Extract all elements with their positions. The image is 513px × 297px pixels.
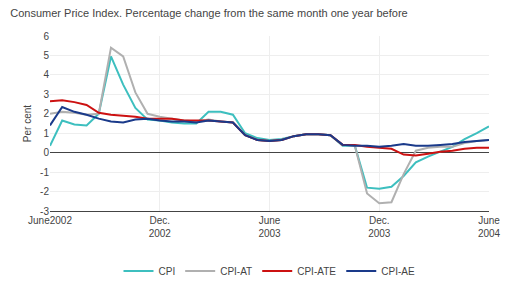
svg-text:3: 3 (43, 89, 49, 100)
svg-text:Dec.2003: Dec.2003 (368, 215, 391, 239)
svg-text:CPI-ATE: CPI-ATE (297, 266, 336, 277)
svg-text:-2: -2 (40, 186, 49, 197)
svg-text:June2003: June2003 (258, 215, 281, 239)
svg-text:CPI: CPI (159, 266, 176, 277)
svg-text:6: 6 (43, 31, 49, 42)
svg-text:Consumer Price Index. Percenta: Consumer Price Index. Percentage change … (10, 7, 407, 19)
svg-text:Per cent: Per cent (22, 105, 33, 142)
svg-text:Dec.2002: Dec.2002 (149, 215, 172, 239)
svg-text:4: 4 (43, 69, 49, 80)
svg-text:5: 5 (43, 50, 49, 61)
svg-text:June2004: June2004 (478, 215, 501, 239)
svg-text:0: 0 (43, 147, 49, 158)
svg-text:CPI-AT: CPI-AT (220, 266, 252, 277)
svg-text:June2002: June2002 (28, 215, 72, 226)
svg-text:1: 1 (43, 128, 49, 139)
svg-text:-1: -1 (40, 167, 49, 178)
svg-text:CPI-AE: CPI-AE (381, 266, 415, 277)
svg-text:2: 2 (43, 108, 49, 119)
svg-text:-3: -3 (40, 206, 49, 217)
